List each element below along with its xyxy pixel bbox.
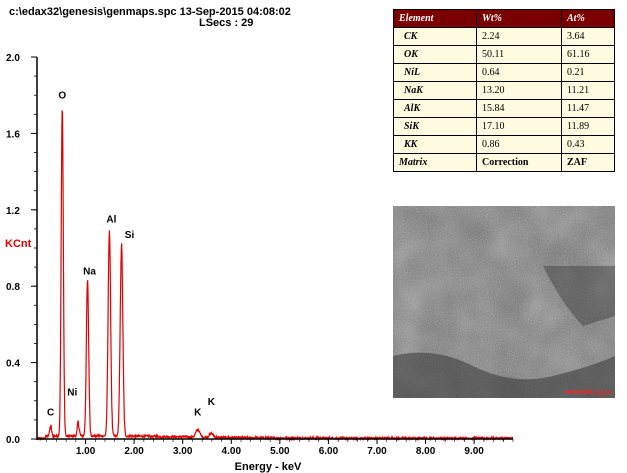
cell-wt-percent: 0.86 [476, 135, 562, 154]
x-tick-label: 5.00 [270, 446, 290, 457]
matrix-row: Matrix Correction ZAF [393, 153, 615, 172]
y-tick-label: 1.2 [6, 206, 20, 217]
cell-matrix-method: ZAF [561, 153, 615, 172]
y-tick-label: 0.8 [6, 282, 20, 293]
cell-matrix-label: Matrix [393, 153, 477, 172]
cell-element: KK [393, 135, 477, 154]
y-tick-label: 0.0 [6, 435, 20, 446]
cell-at-percent: 0.43 [561, 135, 615, 154]
y-tick-label: 2.0 [6, 53, 20, 64]
x-tick-label: 7.00 [367, 446, 387, 457]
peak-label: K [194, 407, 202, 418]
x-axis-label: Energy - keV [235, 461, 302, 473]
table-row: AlK 15.84 11.47 [393, 99, 615, 118]
sem-texture [393, 206, 615, 398]
cell-wt-percent: 50.11 [476, 45, 562, 64]
cell-wt-percent: 0.64 [476, 63, 562, 82]
composition-table-container: Element Wt% At% CK 2.24 3.64 OK 50.11 61.16 Ni… [393, 9, 615, 172]
x-tick-label: 6.00 [319, 446, 339, 457]
cell-wt-percent: 15.84 [476, 99, 562, 118]
cell-element: NiL [393, 63, 477, 82]
cell-element: CK [393, 27, 477, 46]
spectrum-file-header: c:\edax32\genesis\genmaps.spc 13-Sep-201… [9, 6, 291, 18]
cell-element: SiK [393, 117, 477, 136]
peak-label: O [58, 91, 66, 102]
cell-at-percent: 11.21 [561, 81, 615, 100]
cell-at-percent: 3.64 [561, 27, 615, 46]
table-row: OK 50.11 61.16 [393, 45, 615, 64]
cell-wt-percent: 13.20 [476, 81, 562, 100]
peak-label: K [208, 397, 216, 408]
x-tick-label: 1.00 [76, 446, 96, 457]
cell-wt-percent: 2.24 [476, 27, 562, 46]
table-header-row: Element Wt% At% [393, 9, 615, 28]
peak-label: Ni [67, 388, 77, 399]
cell-at-percent: 61.16 [561, 45, 615, 64]
peak-label: Na [83, 266, 96, 277]
cell-at-percent: 11.47 [561, 99, 615, 118]
y-tick-label: 0.4 [6, 359, 20, 370]
scale-bar-label: 1.0μm [589, 388, 612, 397]
cell-at-percent: 0.21 [561, 63, 615, 82]
table-row: KK 0.86 0.43 [393, 135, 615, 154]
x-tick-label: 9.00 [464, 446, 484, 457]
column-header-at: At% [561, 9, 615, 28]
peak-label: C [47, 407, 54, 418]
table-row: SiK 17.10 11.89 [393, 117, 615, 136]
x-tick-label: 2.00 [124, 446, 144, 457]
cell-matrix-correction: Correction [476, 153, 562, 172]
column-header-element: Element [393, 9, 477, 28]
scale-bar [565, 391, 591, 393]
table-row: CK 2.24 3.64 [393, 27, 615, 46]
column-header-wt: Wt% [476, 9, 562, 28]
cell-at-percent: 11.89 [561, 117, 615, 136]
cell-wt-percent: 17.10 [476, 117, 562, 136]
x-tick-label: 8.00 [416, 446, 436, 457]
peak-label: Al [106, 215, 116, 226]
element-composition-table: Element Wt% At% CK 2.24 3.64 OK 50.11 61.16 Ni… [393, 9, 615, 172]
peak-label: Si [125, 230, 135, 241]
x-tick-label: 4.00 [222, 446, 242, 457]
y-axis-label: KCnt [5, 238, 32, 250]
live-seconds-label: LSecs : 29 [199, 17, 254, 29]
x-tick-label: 3.00 [173, 446, 193, 457]
cell-element: NaK [393, 81, 477, 100]
cell-element: AlK [393, 99, 477, 118]
table-row: NiL 0.64 0.21 [393, 63, 615, 82]
sem-micrograph: 1.0μm [393, 206, 615, 398]
y-tick-label: 1.6 [6, 129, 20, 140]
table-row: NaK 13.20 11.21 [393, 81, 615, 100]
cell-element: OK [393, 45, 477, 64]
